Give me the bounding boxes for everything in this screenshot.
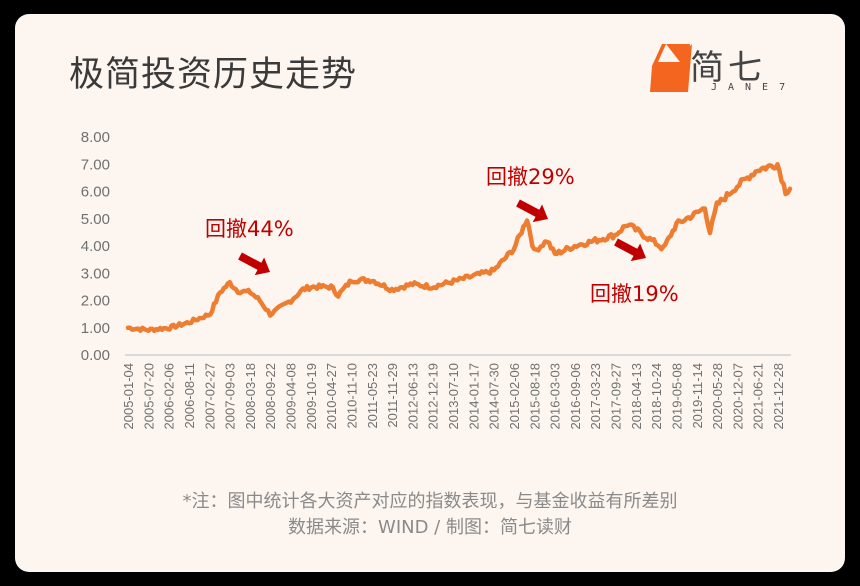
y-axis: 0.00 1.00 2.00 3.00 4.00 5.00 6.00 7.00 8.00: [81, 129, 110, 364]
y-tick-label: 1.00: [81, 320, 110, 337]
x-tick-label: 2007-09-03: [223, 363, 238, 430]
arrow-down-right-icon: [516, 199, 549, 223]
y-tick-label: 6.00: [81, 184, 110, 201]
x-tick-label: 2016-09-06: [568, 363, 583, 430]
x-tick-label: 2015-08-18: [527, 363, 542, 430]
x-tick-label: 2006-08-11: [182, 363, 197, 429]
y-tick-label: 0.00: [81, 347, 110, 364]
y-tick-label: 2.00: [81, 293, 110, 310]
x-tick-label: 2011-05-23: [365, 363, 380, 429]
footnote: *注：图中统计各大资产对应的指数表现，与基金收益有所差别: [182, 491, 678, 512]
x-axis: 2005-01-04 2005-07-20 2006-02-06 2006-08-11…: [121, 363, 786, 430]
x-tick-label: 2008-03-18: [243, 363, 258, 430]
y-tick-label: 4.00: [81, 238, 110, 255]
logo-text: 简七: [690, 48, 766, 88]
x-tick-label: 2013-07-10: [446, 363, 461, 430]
x-tick-label: 2016-03-03: [548, 363, 563, 430]
y-tick-label: 8.00: [81, 129, 110, 146]
annotations: 回撤44% 回撤29% 回撤19%: [205, 165, 679, 306]
x-tick-label: 2007-02-27: [202, 363, 217, 430]
x-tick-label: 2020-12-07: [730, 363, 745, 430]
x-tick-label: 2019-05-08: [669, 363, 684, 430]
y-tick-label: 3.00: [81, 265, 110, 282]
y-tick-label: 5.00: [81, 211, 110, 228]
x-tick-label: 2015-02-06: [507, 363, 522, 430]
x-tick-label: 2011-11-29: [385, 363, 400, 428]
arrow-down-right-icon: [238, 252, 271, 276]
x-tick-label: 2021-06-21: [751, 363, 766, 430]
x-tick-label: 2010-04-27: [324, 363, 339, 430]
x-tick-label: 2012-12-19: [426, 363, 441, 430]
arrow-down-right-icon: [614, 238, 647, 262]
logo-subtext: JANE7: [711, 82, 797, 93]
x-tick-label: 2021-12-28: [771, 363, 786, 430]
x-tick-label: 2017-03-23: [588, 363, 603, 430]
chart-card: [15, 14, 845, 572]
x-tick-label: 2017-09-27: [609, 363, 624, 430]
x-tick-label: 2018-10-24: [649, 363, 664, 430]
x-tick-label: 2009-04-08: [284, 363, 299, 430]
x-tick-label: 2018-04-13: [629, 363, 644, 430]
x-tick-label: 2005-07-20: [141, 363, 156, 430]
page-title: 极简投资历史走势: [69, 55, 358, 95]
x-tick-label: 2014-07-30: [487, 363, 502, 430]
logo-mark-icon: [650, 44, 692, 92]
x-tick-label: 2019-11-14: [690, 363, 705, 429]
data-source: 数据来源：WIND / 制图：简七读财: [288, 517, 572, 538]
x-tick-label: 2012-06-13: [405, 363, 420, 430]
x-tick-label: 2014-01-17: [466, 363, 481, 430]
x-tick-label: 2009-10-19: [304, 363, 319, 430]
x-tick-label: 2008-09-22: [263, 363, 278, 430]
x-tick-label: 2020-05-28: [710, 363, 725, 430]
x-tick-label: 2005-01-04: [121, 363, 136, 430]
series-line: [125, 162, 793, 334]
y-tick-label: 7.00: [81, 156, 110, 173]
x-tick-label: 2006-02-06: [162, 363, 177, 430]
drawdown-annotation: 回撤19%: [590, 282, 679, 306]
x-tick-label: 2010-11-10: [344, 363, 359, 429]
drawdown-annotation: 回撤29%: [486, 165, 575, 189]
drawdown-annotation: 回撤44%: [205, 217, 294, 241]
